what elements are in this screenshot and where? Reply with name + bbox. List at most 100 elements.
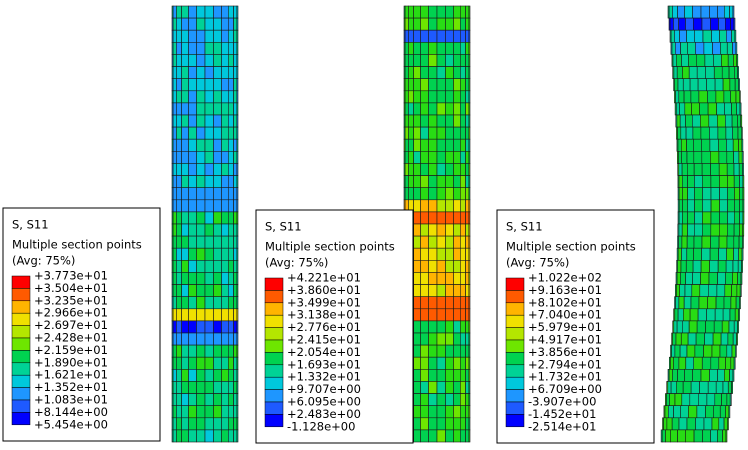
tube-element: [221, 308, 229, 322]
tube-element: [221, 405, 229, 419]
tube-element: [714, 78, 724, 92]
tube-element: [420, 187, 429, 201]
tube-element: [678, 151, 683, 164]
tube-element: [717, 259, 727, 273]
tube-element: [213, 405, 222, 419]
tube-element: [413, 344, 421, 358]
tube-element: [176, 211, 182, 225]
tube-element: [678, 163, 683, 176]
tube-element: [221, 138, 229, 152]
tube-element: [436, 211, 446, 225]
tube-element: [436, 187, 446, 201]
tube-element: [233, 114, 238, 128]
tube-element: [204, 151, 214, 164]
tube-element: [408, 151, 414, 164]
tube-element: [236, 5, 239, 19]
tube-element: [172, 187, 177, 201]
tube-element: [176, 259, 182, 273]
tube-element: [678, 199, 683, 213]
tube-element: [725, 429, 728, 443]
tube-element: [236, 320, 239, 334]
tube-element: [408, 187, 414, 201]
tube-element: [459, 417, 466, 431]
tube-element: [221, 356, 229, 370]
tube-element: [428, 308, 438, 322]
tube-element: [453, 90, 461, 104]
tube-element: [695, 41, 705, 55]
tube-element: [709, 259, 719, 273]
tube-element: [236, 138, 239, 152]
tubes: [171, 5, 745, 443]
tube-element: [717, 126, 727, 140]
tube-element: [738, 308, 740, 322]
tube-element: [468, 393, 471, 407]
tube-element: [680, 259, 687, 273]
tube-element: [408, 29, 414, 43]
tube-element: [176, 247, 182, 261]
tube-element: [213, 381, 222, 394]
tube-element: [413, 235, 421, 249]
tube-element: [213, 126, 222, 140]
tube-element: [732, 5, 735, 19]
legend-swatch: [11, 288, 31, 302]
tube-element: [459, 381, 466, 394]
tube-element: [420, 308, 429, 322]
tube-element: [445, 54, 454, 67]
tube-element: [736, 54, 739, 67]
tube-element: [713, 405, 721, 419]
tube-element: [196, 356, 206, 370]
tube-element: [213, 344, 222, 358]
tube-element: [428, 247, 438, 261]
tube-element: [213, 163, 222, 176]
tube-element: [459, 54, 466, 67]
tube-element: [681, 235, 688, 249]
tube-element: [459, 259, 466, 273]
tube-element: [445, 223, 454, 237]
tube-element: [445, 235, 454, 249]
tube-element: [730, 296, 737, 310]
tube-element: [436, 381, 446, 394]
tube-element: [413, 114, 421, 128]
tube-element: [726, 223, 735, 237]
tube-element: [723, 5, 730, 19]
tube-element: [465, 114, 470, 128]
tube-element: [181, 211, 189, 225]
tube-element: [172, 90, 177, 104]
tube-element: [204, 175, 214, 189]
tube-element: [674, 41, 681, 55]
tube-element: [733, 235, 740, 249]
tube-element: [663, 417, 668, 431]
tube-element: [204, 284, 214, 298]
tube-element: [666, 417, 673, 431]
tube-element: [465, 296, 470, 310]
tube-element: [727, 332, 734, 346]
tube-element: [204, 320, 214, 334]
tube-element: [228, 114, 234, 128]
tube-element: [700, 272, 710, 285]
tube-element: [404, 54, 409, 67]
tube-element: [681, 393, 691, 407]
tube-element: [188, 163, 197, 176]
tube-element: [204, 223, 214, 237]
tube-element: [687, 199, 695, 213]
tube-element: [228, 393, 234, 407]
tube-element: [181, 247, 189, 261]
tube-element: [468, 78, 471, 92]
legend-value: +2.483e+00: [287, 407, 361, 421]
tube-element: [681, 247, 687, 261]
tube-element: [674, 29, 680, 43]
tube-element: [738, 163, 743, 176]
tube-element: [204, 29, 214, 43]
tube-element: [428, 417, 438, 431]
tube-element: [181, 223, 189, 237]
tube-element: [221, 259, 229, 273]
tube-element: [453, 368, 461, 382]
tube-element: [733, 66, 738, 79]
tube-element: [236, 41, 239, 55]
tube-element: [453, 114, 461, 128]
tube-element: [678, 417, 688, 431]
tube-element: [181, 163, 189, 176]
tube-element: [228, 5, 234, 19]
tube-element: [723, 368, 730, 382]
tube-element: [213, 247, 222, 261]
